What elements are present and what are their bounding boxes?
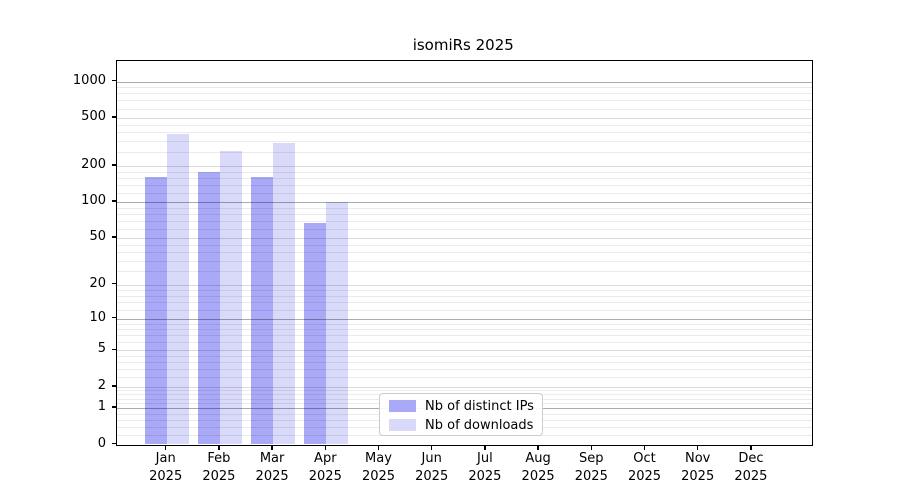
x-tick-month: Feb xyxy=(207,451,231,466)
legend-swatch-downloads xyxy=(389,419,416,431)
bar-distinct-ips-feb xyxy=(197,171,220,445)
x-tick-label-sep: Sep 2025 xyxy=(559,450,623,485)
bar-distinct-ips-mar xyxy=(250,177,274,445)
plot-area xyxy=(116,59,813,446)
y-tick-mark xyxy=(111,385,116,387)
bar-downloads-apr xyxy=(326,202,349,445)
y-tick-label: 200 xyxy=(81,157,106,173)
x-tick-mark xyxy=(484,445,486,450)
x-tick-mark xyxy=(218,445,220,450)
x-tick-mark xyxy=(750,445,752,450)
bar-downloads-feb xyxy=(219,151,243,445)
bar-distinct-ips-jan xyxy=(144,177,167,445)
y-tick-label: 500 xyxy=(81,109,106,125)
x-tick-mark xyxy=(537,445,539,450)
bar-downloads-mar xyxy=(273,143,296,445)
chart-title: isomiRs 2025 xyxy=(412,36,514,54)
x-tick-year: 2025 xyxy=(255,468,289,484)
x-tick-year: 2025 xyxy=(468,468,502,484)
x-tick-year: 2025 xyxy=(361,468,396,484)
x-tick-mark xyxy=(271,445,273,450)
x-tick-month: Jun xyxy=(421,451,442,466)
x-tick-year: 2025 xyxy=(415,468,449,484)
legend-item-distinct-ips: Nb of distinct IPs xyxy=(389,398,534,414)
bar-distinct-ips-apr xyxy=(304,222,327,445)
x-tick-year: 2025 xyxy=(627,468,662,484)
x-tick-mark xyxy=(643,445,646,450)
minor-gridline xyxy=(117,124,812,126)
legend-label-distinct-ips: Nb of distinct IPs xyxy=(425,398,534,414)
minor-gridline xyxy=(117,100,812,102)
y-tick-label: 5 xyxy=(97,341,106,357)
y-tick-label: 50 xyxy=(89,229,106,245)
y-tick-mark xyxy=(111,316,116,319)
y-tick-mark xyxy=(111,348,116,351)
minor-gridline xyxy=(117,108,812,110)
bar-downloads-jan xyxy=(166,133,189,445)
x-tick-month: Apr xyxy=(314,451,337,466)
y-tick-mark xyxy=(111,442,116,445)
y-tick-label: 0 xyxy=(97,435,106,451)
y-tick-label: 20 xyxy=(89,275,106,291)
x-tick-mark xyxy=(324,445,326,450)
x-tick-label-jul: Jul 2025 xyxy=(453,450,517,485)
x-tick-label-aug: Aug 2025 xyxy=(506,450,570,485)
x-tick-month: Jan xyxy=(155,451,176,466)
x-tick-month: Sep xyxy=(579,451,604,466)
x-tick-label-jan: Jan 2025 xyxy=(134,450,198,485)
y-tick-mark xyxy=(111,116,116,118)
x-tick-year: 2025 xyxy=(149,468,183,484)
mid-gridline xyxy=(117,118,812,120)
x-tick-month: Nov xyxy=(685,451,711,466)
x-tick-mark xyxy=(431,445,433,450)
minor-gridline xyxy=(117,132,812,134)
x-tick-month: Mar xyxy=(259,451,285,466)
x-tick-month: Jul xyxy=(477,451,493,466)
y-tick-mark xyxy=(111,406,116,408)
x-tick-month: Aug xyxy=(525,451,551,466)
x-tick-year: 2025 xyxy=(734,468,768,484)
x-tick-mark xyxy=(377,445,380,450)
legend-item-downloads: Nb of downloads xyxy=(389,418,533,433)
x-tick-month: Dec xyxy=(738,451,764,466)
x-tick-year: 2025 xyxy=(202,468,236,484)
x-tick-label-oct: Oct 2025 xyxy=(613,450,677,485)
legend-label-downloads: Nb of downloads xyxy=(425,417,534,433)
legend-swatch-distinct-ips xyxy=(389,400,416,412)
x-tick-label-mar: Mar 2025 xyxy=(240,450,304,485)
minor-gridline xyxy=(117,93,812,95)
x-tick-mark xyxy=(165,445,167,450)
x-tick-label-jun: Jun 2025 xyxy=(400,450,464,485)
x-tick-month: Oct xyxy=(633,451,656,466)
x-tick-mark xyxy=(697,445,699,450)
x-tick-label-dec: Dec 2025 xyxy=(719,450,783,485)
x-tick-label-may: May 2025 xyxy=(347,450,411,485)
y-tick-mark xyxy=(111,80,116,82)
x-tick-label-feb: Feb 2025 xyxy=(187,450,251,485)
x-tick-year: 2025 xyxy=(521,468,555,484)
minor-gridline xyxy=(117,87,812,89)
minor-gridline xyxy=(117,141,812,143)
y-tick-mark xyxy=(111,282,116,285)
x-tick-year: 2025 xyxy=(574,468,608,484)
legend: Nb of distinct IPs Nb of downloads xyxy=(379,392,543,436)
y-tick-label: 2 xyxy=(97,377,106,393)
x-tick-label-apr: Apr 2025 xyxy=(293,450,357,485)
x-tick-mark xyxy=(590,445,592,450)
y-tick-label: 1000 xyxy=(72,72,106,88)
x-tick-month: May xyxy=(365,451,392,466)
major-gridline xyxy=(117,81,812,83)
y-tick-mark xyxy=(111,200,116,202)
x-tick-label-nov: Nov 2025 xyxy=(666,450,730,485)
x-tick-year: 2025 xyxy=(308,468,342,484)
y-tick-label: 10 xyxy=(89,309,106,325)
y-tick-mark xyxy=(111,164,116,166)
y-tick-mark xyxy=(111,236,116,238)
y-tick-label: 100 xyxy=(81,193,106,209)
y-tick-label: 1 xyxy=(97,399,106,415)
x-tick-year: 2025 xyxy=(681,468,715,484)
